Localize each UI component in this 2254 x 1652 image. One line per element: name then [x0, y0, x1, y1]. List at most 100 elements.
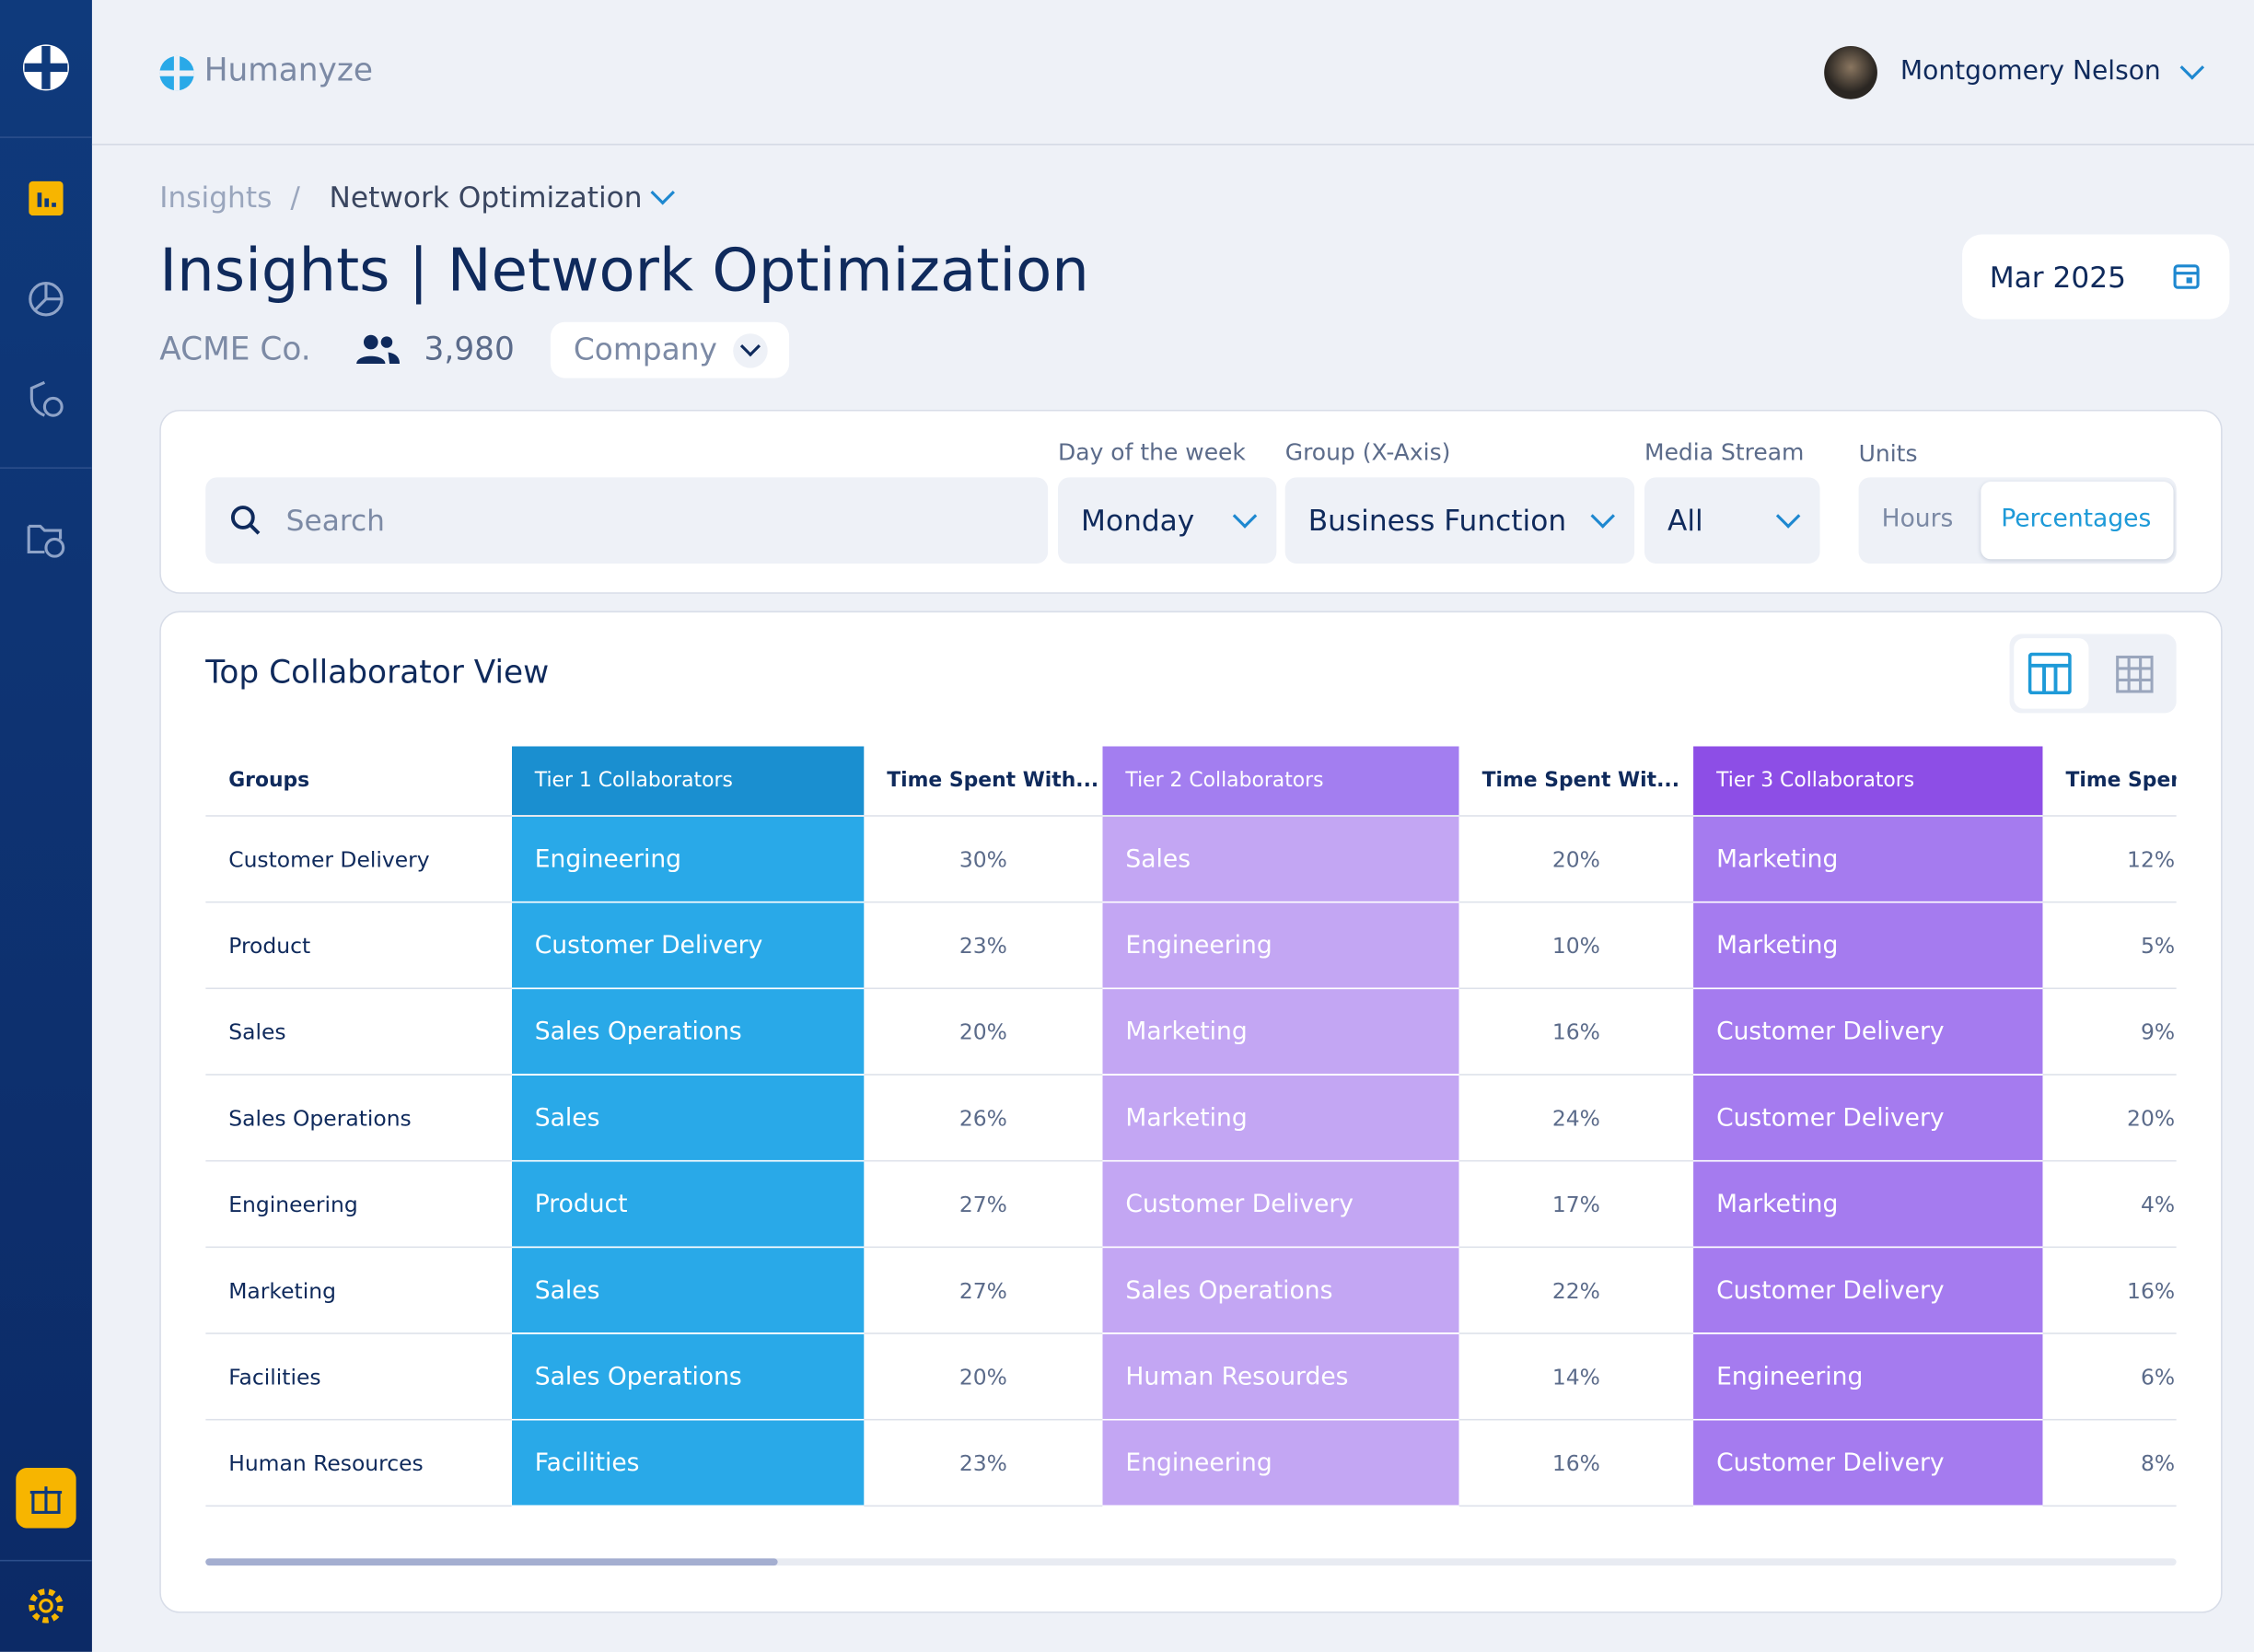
- column-header: Groups: [205, 746, 512, 817]
- insights-icon[interactable]: [29, 180, 64, 216]
- search-icon: [230, 506, 261, 535]
- percent-cell: 20%: [864, 988, 1103, 1076]
- percent-cell: 14%: [1458, 1333, 1694, 1421]
- percent-cell: 9%: [2042, 988, 2177, 1076]
- percent-cell: 4%: [2042, 1160, 2177, 1249]
- collaborator-cell: Marketing: [1102, 988, 1459, 1076]
- percent-cell: 10%: [1458, 902, 1694, 990]
- page-title: Insights | Network Optimization: [159, 236, 1089, 305]
- table-wrap: Groups Tier 1 Collaborators Time Spent Wit…: [205, 746, 2177, 1507]
- collaborator-cell: Sales: [1102, 815, 1459, 903]
- percent-cell: 20%: [1458, 815, 1694, 903]
- folder-icon[interactable]: [26, 520, 66, 558]
- group-cell: Product: [205, 902, 512, 990]
- collaborator-cell: Human Resourdes: [1102, 1333, 1459, 1421]
- percent-cell: 20%: [2042, 1074, 2177, 1162]
- collaborator-cell: Engineering: [1102, 1419, 1459, 1507]
- chevron: [1232, 504, 1258, 529]
- table-row: Customer Delivery Engineering 30% Sales 20% M…: [205, 815, 2177, 903]
- grid-view-icon[interactable]: [2116, 655, 2154, 693]
- avatar: [1824, 45, 1877, 99]
- media-select[interactable]: All: [1644, 477, 1820, 564]
- divider: [0, 1559, 92, 1562]
- collaborator-cell: Sales Operations: [1102, 1247, 1459, 1334]
- collaborator-cell: Engineering: [1693, 1333, 2043, 1421]
- percent-cell: 17%: [1458, 1160, 1694, 1249]
- breadcrumb-current[interactable]: Network Optimization: [329, 180, 643, 215]
- collaborator-cell: Engineering: [1102, 902, 1459, 990]
- logo: [22, 44, 69, 91]
- search-box[interactable]: Search: [205, 477, 1049, 564]
- collaborator-cell: Marketing: [1693, 815, 2043, 903]
- collaborator-cell: Facilities: [511, 1419, 865, 1507]
- divider: [0, 136, 92, 138]
- chevron: [1590, 504, 1615, 529]
- column-header: Time Spent With...: [864, 746, 1103, 817]
- group-cell: Sales: [205, 988, 512, 1076]
- collaborator-cell: Customer Delivery: [1693, 1074, 2043, 1162]
- view-active: [2014, 638, 2089, 709]
- percent-cell: 30%: [864, 815, 1103, 903]
- topbar: [91, 0, 2254, 145]
- units-option-active[interactable]: Percentages: [2001, 504, 2152, 534]
- search-placeholder: Search: [285, 503, 385, 538]
- units-option[interactable]: Hours: [1881, 504, 1954, 534]
- collaborator-cell: Customer Delivery: [1693, 988, 2043, 1076]
- date-value: Mar 2025: [1989, 260, 2127, 296]
- collaborator-cell: Marketing: [1693, 1160, 2043, 1249]
- collaborator-cell: Sales Operations: [511, 1333, 865, 1421]
- percent-cell: 27%: [864, 1247, 1103, 1334]
- table-row: Sales Operations Sales 26% Marketing 24% Cust…: [205, 1074, 2177, 1162]
- sidebar: [0, 0, 92, 1652]
- scroll-thumb[interactable]: [205, 1558, 778, 1566]
- header-row: Groups Tier 1 Collaborators Time Spent Wit…: [205, 746, 2177, 817]
- date-picker[interactable]: [1962, 234, 2230, 320]
- percent-cell: 8%: [2042, 1419, 2177, 1507]
- breadcrumb-menu[interactable]: [650, 180, 675, 205]
- column-header: Tier 3 Collaborators: [1693, 746, 2043, 817]
- breadcrumb-sep: /: [290, 180, 300, 215]
- collaborator-cell: Sales: [511, 1074, 865, 1162]
- collaborator-cell: Customer Delivery: [1693, 1419, 2043, 1507]
- user-name[interactable]: Montgomery Nelson: [1900, 55, 2161, 87]
- percent-cell: 26%: [864, 1074, 1103, 1162]
- collaborator-cell: Marketing: [1102, 1074, 1459, 1162]
- collaborator-cell: Sales Operations: [511, 988, 865, 1076]
- percent-cell: 16%: [2042, 1247, 2177, 1334]
- day-select[interactable]: Monday: [1058, 477, 1277, 564]
- percent-cell: 16%: [1458, 988, 1694, 1076]
- table-row: Facilities Sales Operations 20% Human Resou…: [205, 1333, 2177, 1421]
- day-value: Monday: [1081, 503, 1195, 538]
- group-cell: Facilities: [205, 1333, 512, 1421]
- group-select[interactable]: Business Function: [1284, 477, 1635, 564]
- breadcrumb-link[interactable]: Insights: [159, 180, 273, 215]
- column-header: Time Spen: [2042, 746, 2177, 817]
- org-name: ACME Co.: [159, 332, 311, 368]
- brand: Humanyze: [203, 52, 374, 89]
- units-active-bg: [1981, 482, 2174, 560]
- column-header: Tier 2 Collaborators: [1102, 746, 1459, 817]
- group-cell: Sales Operations: [205, 1074, 512, 1162]
- chevron: [1775, 504, 1801, 529]
- collab-table: Groups Tier 1 Collaborators Time Spent Wit…: [205, 746, 2177, 1507]
- group-cell: Human Resources: [205, 1419, 512, 1507]
- people-icon: [356, 334, 401, 364]
- settings-icon[interactable]: [26, 1586, 66, 1626]
- shield-icon[interactable]: [29, 379, 66, 420]
- percent-cell: 5%: [2042, 902, 2177, 990]
- collaborator-cell: Engineering: [511, 815, 865, 903]
- percent-cell: 16%: [1458, 1419, 1694, 1507]
- media-value: All: [1667, 503, 1703, 538]
- group-cell: Customer Delivery: [205, 815, 512, 903]
- percent-cell: 12%: [2042, 815, 2177, 903]
- filter-label: Day of the week: [1058, 438, 1246, 466]
- divider: [0, 467, 92, 469]
- scope-chevron-bg: [733, 333, 768, 368]
- gift-icon[interactable]: [16, 1467, 76, 1529]
- table-view-icon[interactable]: [2027, 652, 2072, 695]
- pie-icon[interactable]: [28, 280, 65, 318]
- scope-value: Company: [573, 332, 717, 367]
- scroll-track: [205, 1558, 2177, 1566]
